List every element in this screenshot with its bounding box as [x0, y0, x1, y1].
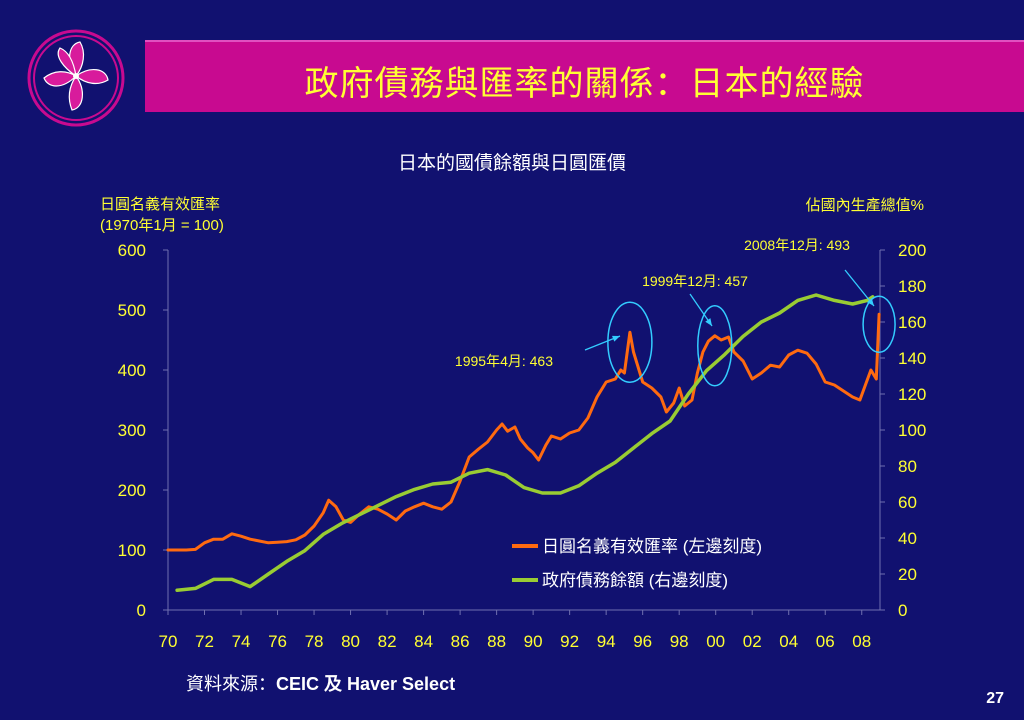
x-tick-label: 08	[852, 632, 871, 651]
annotation-label: 1999年12月: 457	[642, 273, 748, 289]
x-tick-label: 80	[341, 632, 360, 651]
right-tick-label: 200	[898, 241, 926, 260]
right-tick-label: 100	[898, 421, 926, 440]
x-tick-label: 84	[414, 632, 433, 651]
annotation-arrowhead	[866, 298, 874, 306]
x-tick-label: 78	[305, 632, 324, 651]
right-tick-label: 80	[898, 457, 917, 476]
x-tick-label: 82	[378, 632, 397, 651]
x-tick-label: 90	[524, 632, 543, 651]
series-line-2	[175, 293, 875, 592]
x-tick-label: 00	[706, 632, 725, 651]
x-tick-label: 74	[232, 632, 251, 651]
chart-title: 日本的國債餘額與日圓匯價	[397, 153, 626, 174]
title-bar: 政府債務與匯率的關係：日本的經驗	[145, 40, 1024, 112]
left-axis-label-line1: 日圓名義有效匯率	[100, 196, 221, 213]
right-axis-label: 佔國內生產總值%	[805, 197, 924, 214]
source-label: 資料來源：	[186, 674, 276, 694]
bauhinia-logo-icon	[27, 29, 125, 127]
x-tick-label: 70	[159, 632, 178, 651]
annotation-label: 2008年12月: 493	[744, 237, 850, 253]
page-number: 27	[986, 690, 1004, 707]
left-tick-label: 300	[118, 421, 146, 440]
x-tick-label: 06	[816, 632, 835, 651]
left-tick-label: 0	[137, 601, 146, 620]
annotation-arrowhead	[705, 318, 712, 326]
annotation-ellipse	[862, 295, 896, 353]
slide-title: 政府債務與匯率的關係：日本的經驗	[304, 64, 865, 104]
x-tick-label: 94	[597, 632, 616, 651]
left-tick-label: 500	[118, 301, 146, 320]
x-tick-label: 88	[487, 632, 506, 651]
left-tick-label: 400	[118, 361, 146, 380]
source-value: CEIC 及 Haver Select	[276, 674, 456, 694]
left-tick-label: 100	[118, 541, 146, 560]
right-tick-label: 60	[898, 493, 917, 512]
annotation-label: 1995年4月: 463	[455, 353, 553, 369]
annotation-ellipse	[607, 301, 653, 383]
left-tick-label: 200	[118, 481, 146, 500]
x-tick-label: 76	[268, 632, 287, 651]
right-tick-label: 140	[898, 349, 926, 368]
source-note: 資料來源：CEIC 及 Haver Select	[186, 670, 455, 696]
legend-label-1: 日圓名義有效匯率 (左邊刻度)	[542, 537, 762, 556]
left-axis-label-line2: (1970年1月 = 100)	[100, 217, 224, 234]
x-tick-label: 96	[633, 632, 652, 651]
left-axis-label: 日圓名義有效匯率 (1970年1月 = 100)	[100, 194, 224, 236]
right-tick-label: 160	[898, 313, 926, 332]
x-tick-label: 92	[560, 632, 579, 651]
x-tick-label: 04	[779, 632, 798, 651]
right-tick-label: 120	[898, 385, 926, 404]
annotation-ellipse	[697, 305, 733, 387]
right-tick-label: 40	[898, 529, 917, 548]
right-tick-label: 0	[898, 601, 907, 620]
x-tick-label: 86	[451, 632, 470, 651]
annotation-arrowhead	[612, 335, 620, 342]
right-tick-label: 20	[898, 565, 917, 584]
right-tick-label: 180	[898, 277, 926, 296]
x-tick-label: 72	[195, 632, 214, 651]
annotation-arrow	[844, 269, 875, 307]
series-line-1	[166, 312, 881, 552]
x-tick-label: 02	[743, 632, 762, 651]
x-tick-label: 98	[670, 632, 689, 651]
left-tick-label: 600	[118, 241, 146, 260]
legend-label-2: 政府債務餘額 (右邊刻度)	[542, 571, 728, 590]
